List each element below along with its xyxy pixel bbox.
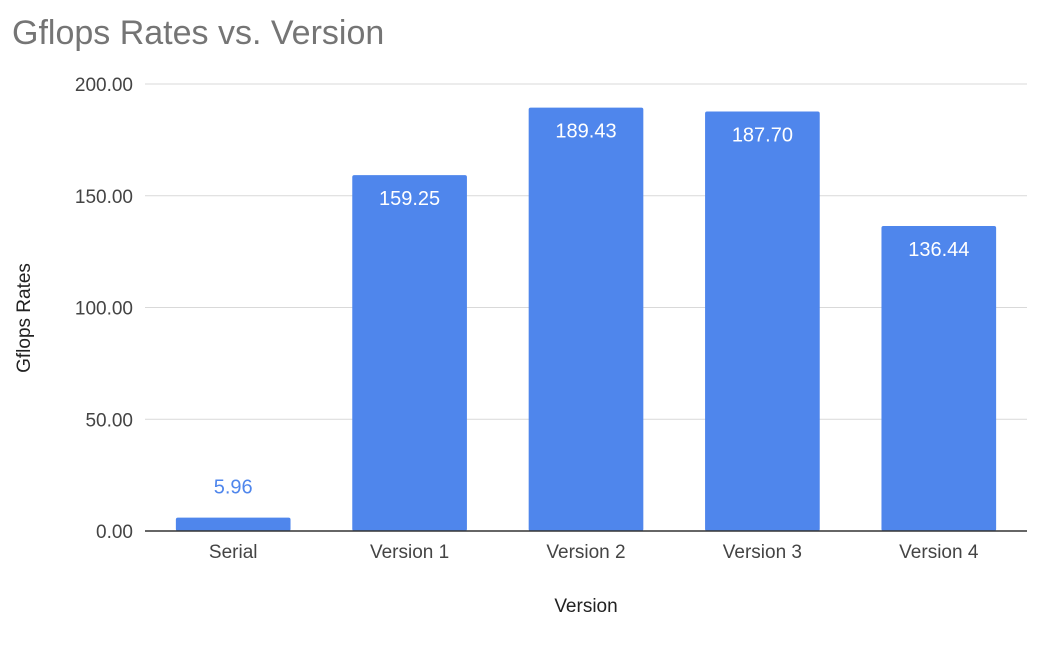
- x-tick-label: Version 1: [370, 542, 449, 563]
- bar-value-label: 159.25: [379, 188, 440, 210]
- bar-value-label: 5.96: [214, 477, 253, 499]
- bar: [528, 107, 644, 531]
- x-tick-label: Version 3: [723, 542, 802, 563]
- bar-value-label: 187.70: [732, 124, 793, 146]
- x-tick-label: Version 2: [546, 542, 625, 563]
- y-tick-label: 200.00: [75, 75, 133, 96]
- x-axis-title: Version: [554, 596, 617, 617]
- bar-value-label: 136.44: [908, 239, 969, 261]
- bars: [175, 107, 997, 532]
- data-labels: 5.96 159.25 189.43 187.70 136.44: [214, 121, 970, 499]
- x-axis-ticks: Serial Version 1 Version 2 Version 3 Version…: [209, 542, 979, 563]
- y-axis-ticks: 0.00 50.00 100.00 150.00 200.00: [75, 75, 133, 543]
- y-tick-label: 100.00: [75, 299, 133, 320]
- bar: [352, 175, 467, 532]
- y-tick-label: 0.00: [96, 522, 133, 543]
- y-axis-title: Gflops Rates: [14, 263, 35, 373]
- bar: [705, 111, 820, 531]
- y-tick-label: 50.00: [85, 410, 133, 431]
- x-tick-label: Serial: [209, 542, 258, 563]
- y-tick-label: 150.00: [75, 187, 133, 208]
- bar: [175, 517, 291, 531]
- bar-value-label: 189.43: [555, 121, 616, 143]
- x-tick-label: Version 4: [899, 542, 979, 563]
- chart-title: Gflops Rates vs. Version: [12, 14, 384, 52]
- bar: [881, 226, 997, 532]
